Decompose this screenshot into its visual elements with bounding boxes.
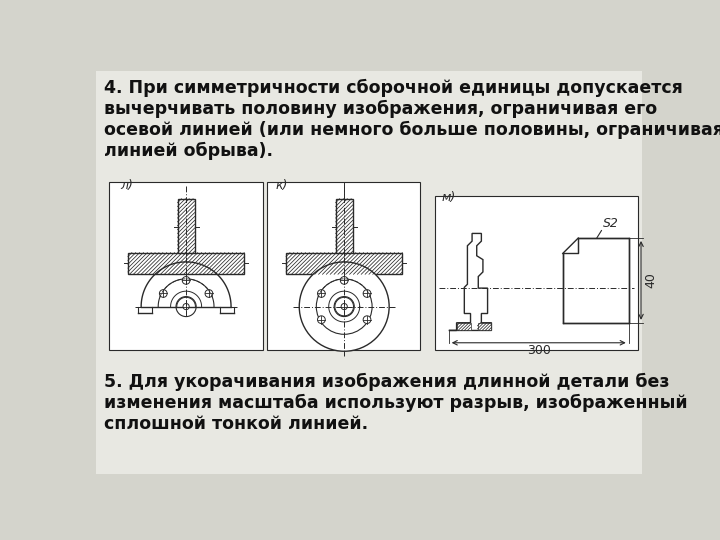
- Circle shape: [300, 262, 389, 351]
- Polygon shape: [563, 238, 629, 323]
- Text: м): м): [441, 191, 455, 204]
- Circle shape: [341, 303, 347, 309]
- Bar: [477, 323, 492, 330]
- Text: S2: S2: [603, 217, 619, 230]
- Circle shape: [318, 289, 325, 298]
- Bar: [435, 195, 638, 350]
- Circle shape: [159, 289, 167, 298]
- Circle shape: [182, 276, 190, 284]
- Circle shape: [318, 316, 325, 323]
- Circle shape: [363, 289, 371, 298]
- Circle shape: [205, 289, 213, 298]
- Text: 5. Для укорачивания изображения длинной детали без
изменения масштаба используют: 5. Для укорачивания изображения длинной …: [104, 373, 688, 433]
- Text: 40: 40: [644, 273, 657, 288]
- Bar: [128, 253, 244, 274]
- Bar: [266, 182, 420, 350]
- Bar: [178, 199, 194, 254]
- Text: 4. При симметричности сборочной единицы допускается
вычерчивать половину изображ: 4. При симметричности сборочной единицы …: [104, 79, 720, 160]
- Circle shape: [183, 303, 189, 309]
- Bar: [456, 323, 471, 330]
- Bar: [109, 182, 263, 350]
- Circle shape: [334, 296, 354, 316]
- Bar: [336, 199, 353, 254]
- Bar: [286, 253, 402, 274]
- Polygon shape: [449, 233, 492, 330]
- Circle shape: [176, 296, 196, 316]
- Text: к): к): [276, 179, 289, 192]
- Text: 300: 300: [527, 345, 551, 357]
- Circle shape: [341, 276, 348, 284]
- Circle shape: [363, 316, 371, 323]
- Text: л): л): [120, 179, 133, 192]
- Circle shape: [316, 279, 372, 334]
